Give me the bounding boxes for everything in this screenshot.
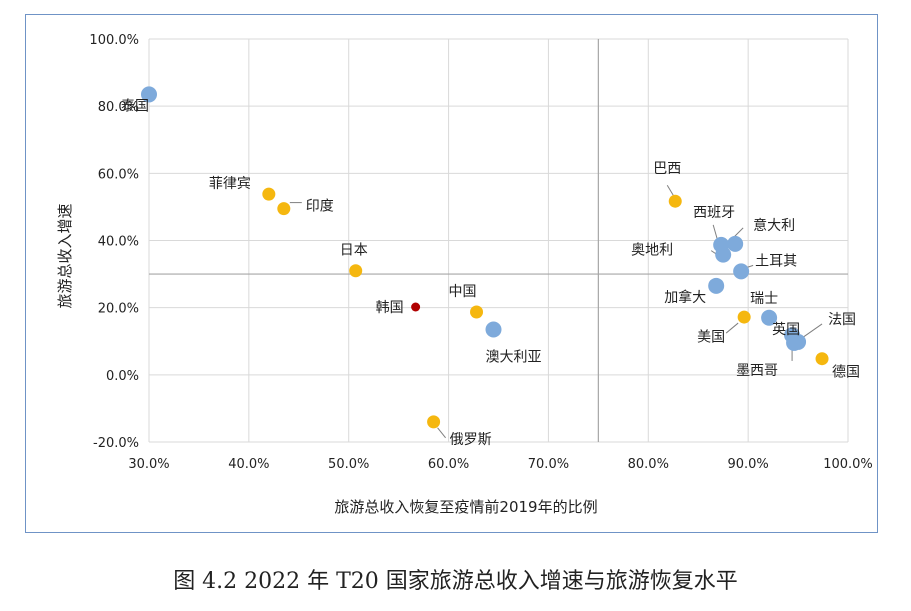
x-tick-label: 80.0% — [628, 457, 669, 472]
point-label: 西班牙 — [693, 205, 735, 221]
data-point — [262, 187, 276, 201]
x-tick-label: 70.0% — [528, 457, 569, 472]
leader-line — [746, 264, 754, 268]
data-point — [411, 302, 421, 312]
leader-lines — [289, 184, 823, 439]
point-label: 美国 — [697, 330, 725, 346]
y-tick-label: 80.0% — [98, 100, 139, 115]
point-label: 泰国 — [121, 98, 149, 114]
point-label: 奥地利 — [631, 242, 673, 259]
point-label: 中国 — [449, 284, 477, 300]
point-label: 德国 — [832, 365, 860, 381]
leader-line — [666, 184, 674, 196]
point-label: 法国 — [828, 312, 856, 328]
y-tick-label: 20.0% — [98, 302, 139, 317]
data-point — [761, 309, 778, 326]
data-point — [427, 415, 441, 429]
x-tick-label: 50.0% — [328, 457, 369, 472]
point-label: 菲律宾 — [209, 176, 251, 192]
point-label: 巴西 — [653, 161, 681, 177]
x-tick-label: 60.0% — [428, 457, 469, 472]
data-point — [349, 264, 363, 278]
point-label: 韩国 — [376, 300, 404, 316]
data-point — [737, 310, 751, 324]
data-point — [786, 334, 803, 351]
point-label: 俄罗斯 — [450, 432, 492, 448]
x-tick-label: 40.0% — [228, 457, 269, 472]
grid-layer — [148, 38, 849, 443]
data-points — [141, 86, 829, 429]
y-tick-label: 0.0% — [106, 369, 139, 384]
point-label: 加拿大 — [664, 289, 706, 306]
y-tick-label: -20.0% — [93, 436, 139, 451]
figure-caption: 图 4.2 2022 年 T20 国家旅游总收入增速与旅游恢复水平 — [173, 569, 738, 594]
scatter-chart: -20.0% 0.0% 20.0% 40.0% 60.0% 80.0% 100.0% 30.0… — [56, 33, 873, 516]
x-tick-label: 90.0% — [727, 457, 768, 472]
point-label: 日本 — [340, 243, 368, 259]
data-point — [715, 246, 732, 263]
tick-labels: -20.0% 0.0% 20.0% 40.0% 60.0% 80.0% 100.0% 30.0… — [89, 33, 872, 472]
data-point — [815, 352, 829, 366]
data-point — [668, 194, 682, 208]
point-label: 澳大利亚 — [486, 349, 542, 365]
x-tick-label: 30.0% — [128, 457, 169, 472]
leader-line — [437, 427, 446, 439]
y-tick-label: 40.0% — [98, 235, 139, 250]
data-point — [470, 305, 484, 319]
data-point — [727, 235, 744, 252]
reference-lines — [149, 39, 848, 442]
point-label: 英国 — [772, 321, 800, 338]
leader-line — [725, 322, 739, 334]
y-tick-label: 60.0% — [98, 167, 139, 182]
y-axis-title: 旅游总收入增速 — [56, 203, 74, 308]
data-point — [141, 86, 157, 103]
data-point — [485, 321, 502, 338]
leader-line — [801, 323, 823, 339]
x-tick-label: 100.0% — [823, 457, 873, 472]
point-label: 瑞士 — [750, 291, 778, 307]
x-axis-title: 旅游总收入恢复至疫情前2019年的比例 — [334, 498, 597, 516]
point-label: 土耳其 — [755, 253, 797, 269]
leader-line — [712, 224, 718, 240]
point-label: 印度 — [306, 199, 334, 215]
y-tick-label: 100.0% — [89, 33, 139, 48]
data-point — [708, 277, 725, 294]
point-label: 意大利 — [753, 217, 795, 234]
point-label: 墨西哥 — [736, 363, 778, 379]
data-point — [277, 202, 291, 216]
chart-frame: -20.0% 0.0% 20.0% 40.0% 60.0% 80.0% 100.0% 30.0… — [25, 14, 878, 533]
data-point — [733, 263, 750, 280]
